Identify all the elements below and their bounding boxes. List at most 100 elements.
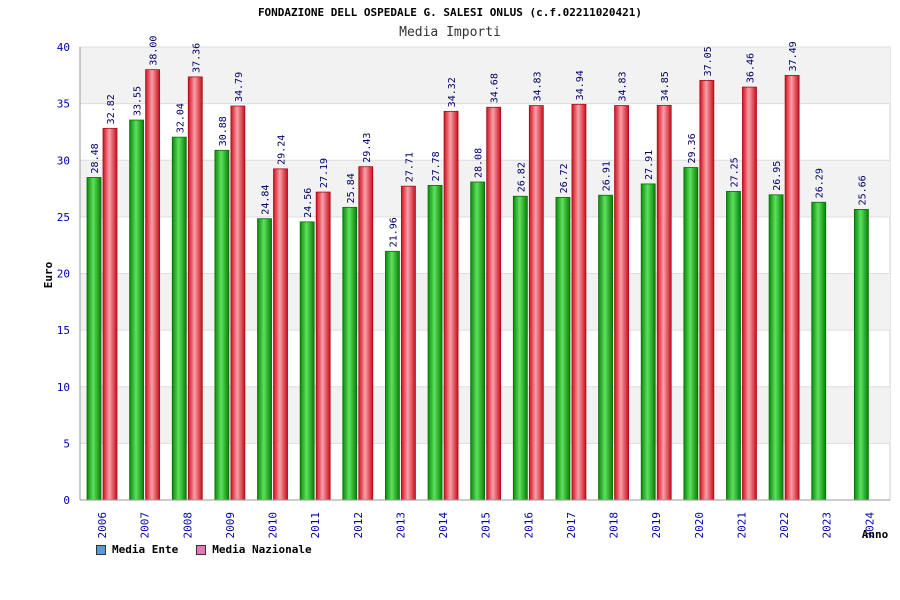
bar-media-ente-2018 [598, 194, 613, 501]
bar-value-label: 30.88 [218, 116, 229, 146]
bar-media-nazionale-2019 [656, 104, 672, 501]
bar-media-ente-2012 [342, 206, 358, 501]
bar-value-label: 37.36 [191, 43, 202, 73]
bar-value-label: 36.46 [745, 53, 756, 83]
bar-value-label: 26.72 [559, 163, 570, 193]
bar-value-label: 34.68 [490, 73, 501, 103]
x-tick-label: 2023 [821, 512, 834, 539]
x-tick-label: 2012 [352, 512, 365, 539]
y-tick-label: 30 [57, 154, 70, 167]
y-tick-label: 25 [57, 211, 70, 224]
x-tick-label: 2009 [224, 512, 237, 539]
x-axis: 2006 2007 2008 2009 2010 2011 2012 2013 2014 2015… [80, 499, 890, 539]
x-tick-label: 2010 [267, 512, 280, 539]
x-tick-label: 2021 [735, 512, 748, 539]
legend-item-media-nazionale: Media Nazionale [196, 543, 312, 556]
bar-media-ente-2009 [214, 149, 230, 501]
bar-media-nazionale-2016 [528, 105, 544, 501]
bar-media-ente-2010 [257, 218, 272, 501]
bar-media-nazionale-2010 [273, 168, 288, 501]
bar-value-label: 38.00 [149, 36, 160, 66]
x-tick-label: 2014 [437, 512, 450, 539]
y-tick-label: 20 [57, 268, 70, 281]
x-tick-label: 2011 [309, 512, 322, 539]
bar-media-ente-2017 [555, 196, 571, 501]
bar-media-nazionale-2008 [187, 76, 203, 501]
bar-media-nazionale-2017 [571, 103, 587, 501]
x-tick-label: 2013 [394, 512, 407, 539]
y-axis: 0 5 10 15 20 25 30 35 40 [57, 41, 81, 507]
bar-value-label: 25.84 [346, 173, 357, 203]
bar-value-label: 27.91 [644, 150, 655, 180]
bar-media-nazionale-2015 [486, 106, 502, 501]
y-tick-label: 40 [57, 41, 70, 54]
bar-value-label: 24.84 [261, 185, 272, 215]
bar-value-label: 28.08 [474, 148, 485, 178]
bar-media-ente-2024 [853, 209, 869, 501]
bars: 28.48 32.82 33.55 38.00 32.04 37.36 30.88 34.79… [86, 36, 869, 501]
legend-label: Media Ente [112, 543, 179, 556]
x-tick-label: 2019 [650, 512, 663, 539]
bar-media-ente-2021 [726, 190, 741, 501]
bar-media-nazionale-2012 [358, 166, 374, 501]
x-tick-label: 2020 [693, 512, 706, 539]
bar-value-label: 34.32 [447, 77, 458, 107]
bar-value-label: 26.82 [516, 162, 527, 192]
x-tick-label: 2006 [96, 512, 109, 539]
bar-value-label: 26.29 [815, 168, 826, 198]
y-tick-label: 10 [57, 381, 70, 394]
bar-media-ente-2013 [385, 250, 400, 501]
bar-media-nazionale-2006 [102, 127, 118, 501]
bar-media-ente-2014 [427, 184, 443, 501]
bar-value-label: 27.71 [404, 152, 415, 182]
bar-value-label: 33.55 [133, 86, 144, 116]
x-tick-label: 2007 [139, 512, 152, 539]
bar-media-ente-2015 [470, 181, 486, 501]
y-tick-label: 15 [57, 324, 70, 337]
bar-media-ente-2016 [512, 195, 528, 501]
bar-media-nazionale-2022 [784, 75, 800, 501]
bar-value-label: 37.49 [788, 41, 799, 71]
legend-swatch-icon [196, 544, 207, 555]
chart-subtitle: Media Importi [399, 25, 501, 40]
bar-media-nazionale-2007 [145, 69, 161, 501]
bar-value-label: 24.56 [303, 188, 314, 218]
bar-value-label: 34.83 [618, 71, 629, 101]
bar-value-label: 34.85 [660, 71, 671, 101]
x-tick-label: 2024 [863, 512, 876, 539]
bar-media-ente-2020 [683, 167, 699, 501]
x-tick-label: 2008 [181, 512, 194, 539]
x-tick-label: 2015 [480, 512, 493, 539]
bar-value-label: 37.05 [703, 46, 714, 76]
bar-media-nazionale-2018 [614, 105, 629, 501]
legend: Media Ente Media Nazionale [96, 543, 312, 556]
y-tick-label: 35 [57, 98, 70, 111]
bar-value-label: 27.19 [319, 158, 330, 188]
bar-media-ente-2007 [129, 119, 145, 501]
legend-item-media-ente: Media Ente [96, 543, 178, 556]
bar-value-label: 29.36 [687, 133, 698, 163]
y-tick-label: 0 [63, 494, 70, 507]
bar-media-ente-2011 [299, 221, 315, 501]
y-axis-label: Euro [42, 261, 55, 288]
bar-media-ente-2019 [640, 183, 656, 501]
bar-value-label: 26.95 [772, 161, 783, 191]
x-tick-label: 2016 [522, 512, 535, 539]
y-tick-label: 5 [63, 437, 70, 450]
bar-media-ente-2006 [86, 177, 102, 501]
bar-value-label: 29.43 [362, 133, 373, 163]
bar-media-nazionale-2013 [401, 185, 416, 501]
bar-media-ente-2008 [171, 136, 187, 501]
bar-media-ente-2022 [768, 194, 784, 501]
chart-title: FONDAZIONE DELL OSPEDALE G. SALESI ONLUS… [257, 6, 643, 19]
legend-swatch-icon [96, 544, 106, 555]
bar-value-label: 34.94 [575, 70, 586, 100]
bar-media-nazionale-2014 [443, 110, 459, 501]
bar-media-nazionale-2020 [699, 80, 715, 501]
x-axis-label: Anno [862, 528, 889, 541]
bar-value-label: 27.78 [431, 151, 442, 181]
bar-value-label: 32.04 [175, 103, 186, 133]
bar-value-label: 21.96 [388, 217, 399, 247]
bar-media-ente-2023 [811, 201, 827, 501]
